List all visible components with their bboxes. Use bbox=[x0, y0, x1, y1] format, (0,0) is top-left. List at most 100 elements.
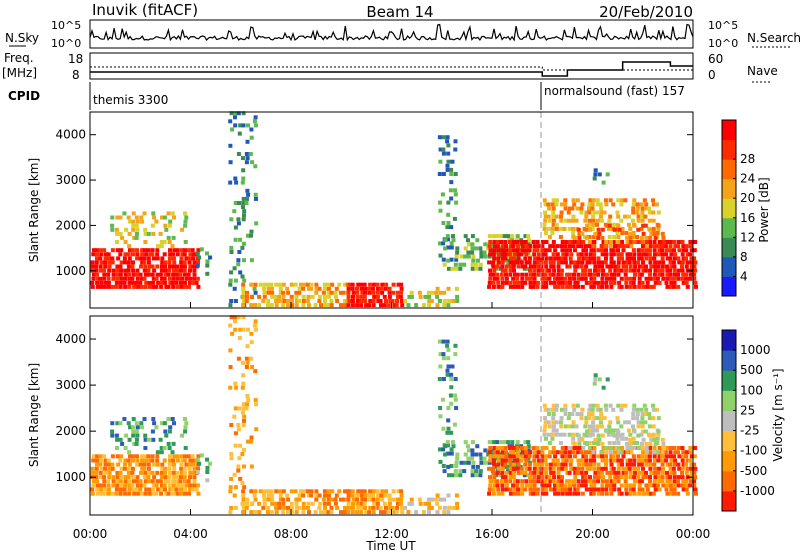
velocity-cell bbox=[241, 327, 246, 332]
velocity-cell bbox=[475, 464, 480, 469]
velocity-cell bbox=[661, 446, 666, 450]
power-cell bbox=[609, 256, 614, 261]
velocity-cell bbox=[645, 487, 650, 492]
time-xlabel: Time UT bbox=[365, 539, 416, 553]
velocity-cell bbox=[672, 487, 677, 492]
velocity-cell bbox=[131, 429, 136, 434]
power-cell bbox=[254, 221, 259, 226]
velocity-cell bbox=[527, 466, 532, 471]
power-cell bbox=[604, 284, 609, 289]
velocity-cell bbox=[560, 487, 565, 492]
power-cell bbox=[652, 256, 657, 261]
velocity-cell bbox=[162, 458, 167, 463]
velocity-cell bbox=[551, 412, 556, 416]
power-cell bbox=[543, 202, 548, 207]
velocity-cell bbox=[611, 446, 616, 450]
power-cell bbox=[600, 260, 605, 265]
power-cell bbox=[115, 215, 120, 220]
power-cell bbox=[572, 260, 577, 265]
velocity-cell bbox=[107, 470, 112, 475]
velocity-cell bbox=[237, 336, 242, 340]
velocity-cell bbox=[123, 446, 128, 450]
power-cell bbox=[632, 240, 637, 244]
velocity-cell bbox=[103, 487, 108, 492]
velocity-cell bbox=[644, 441, 649, 446]
velocity-cell bbox=[591, 441, 596, 445]
power-cell bbox=[155, 244, 160, 249]
velocity-cell bbox=[475, 444, 480, 449]
power-cell bbox=[350, 286, 355, 291]
velocity-cell bbox=[99, 466, 104, 471]
power-cell bbox=[277, 299, 282, 303]
power-cell bbox=[629, 244, 634, 249]
power-cell bbox=[632, 260, 637, 265]
power-cell bbox=[307, 303, 311, 308]
colorbar-tick-label: 25 bbox=[740, 403, 755, 417]
velocity-cell bbox=[229, 452, 234, 456]
power-cell bbox=[114, 280, 119, 285]
power-cell bbox=[186, 272, 191, 277]
power-cell bbox=[171, 256, 176, 261]
velocity-cell bbox=[186, 479, 191, 484]
power-cell bbox=[542, 198, 547, 203]
power-cell bbox=[503, 258, 508, 263]
velocity-cell bbox=[528, 479, 533, 484]
velocity-cell bbox=[572, 466, 577, 471]
power-cell bbox=[500, 264, 505, 269]
velocity-cell bbox=[123, 466, 127, 471]
power-cell bbox=[139, 264, 143, 269]
power-cell bbox=[350, 282, 355, 287]
power-cell bbox=[591, 248, 596, 253]
velocity-cell bbox=[596, 441, 601, 446]
power-cell bbox=[640, 210, 645, 215]
velocity-cell bbox=[245, 501, 250, 506]
power-cell bbox=[681, 272, 686, 277]
velocity-cell bbox=[244, 406, 249, 411]
velocity-cell bbox=[693, 475, 697, 480]
velocity-cell bbox=[343, 489, 347, 494]
power-cell bbox=[406, 303, 411, 308]
power-cell bbox=[106, 256, 111, 261]
power-cell bbox=[676, 272, 681, 277]
velocity-cell bbox=[326, 497, 331, 502]
velocity-cell bbox=[278, 493, 283, 498]
power-cell bbox=[568, 284, 573, 289]
power-cell bbox=[526, 238, 531, 243]
power-cell bbox=[160, 215, 164, 220]
power-cell bbox=[577, 235, 582, 240]
power-cell bbox=[135, 256, 140, 261]
power-cell bbox=[669, 264, 674, 269]
power-cell bbox=[246, 233, 250, 238]
velocity-cell bbox=[330, 489, 335, 494]
velocity-cell bbox=[143, 491, 148, 496]
velocity-cell bbox=[644, 450, 649, 455]
power-cell bbox=[619, 244, 624, 249]
velocity-cell bbox=[114, 487, 119, 492]
power-cell bbox=[583, 276, 588, 281]
velocity-cell bbox=[651, 416, 656, 421]
power-cell bbox=[188, 264, 193, 269]
velocity-cell bbox=[503, 446, 508, 450]
velocity-cell bbox=[139, 470, 143, 475]
power-cell bbox=[160, 264, 164, 269]
velocity-cell bbox=[583, 475, 588, 480]
power-cell bbox=[627, 260, 632, 265]
power-cell bbox=[249, 233, 253, 238]
velocity-cell bbox=[527, 462, 532, 467]
power-cell bbox=[573, 280, 578, 285]
velocity-cell bbox=[568, 412, 572, 416]
velocity-cell bbox=[196, 491, 201, 496]
velocity-cell bbox=[668, 479, 673, 484]
velocity-cell bbox=[535, 487, 540, 492]
power-cell bbox=[150, 264, 155, 269]
velocity-cell bbox=[676, 475, 681, 480]
power-cell bbox=[232, 266, 237, 271]
power-cell bbox=[115, 268, 120, 273]
power-cell bbox=[536, 264, 541, 269]
power-cell bbox=[504, 244, 509, 249]
velocity-cell bbox=[524, 450, 529, 455]
power-cell bbox=[188, 276, 193, 281]
velocity-cell bbox=[508, 466, 513, 471]
power-cell bbox=[245, 139, 250, 144]
velocity-cell bbox=[241, 410, 245, 415]
